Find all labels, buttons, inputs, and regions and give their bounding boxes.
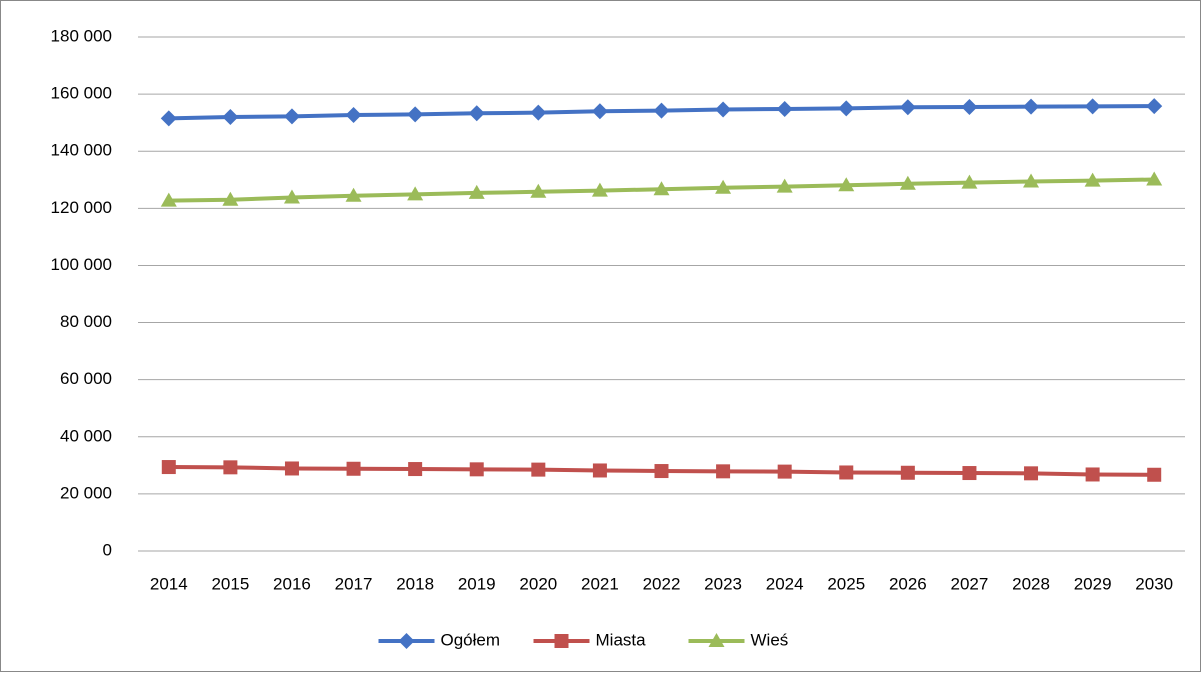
marker	[283, 189, 300, 204]
legend-item: Ogółem	[378, 630, 501, 649]
x-tick-label: 2021	[581, 574, 619, 593]
marker	[838, 100, 855, 117]
y-tick-label: 0	[103, 540, 112, 559]
marker	[715, 101, 732, 118]
y-tick-label: 60 000	[60, 369, 112, 388]
marker	[962, 466, 977, 481]
y-tick-label: 140 000	[51, 141, 112, 160]
x-tick-label: 2024	[766, 574, 804, 593]
marker	[468, 105, 485, 122]
x-tick-label: 2016	[273, 574, 311, 593]
marker	[160, 110, 177, 127]
marker	[899, 175, 916, 190]
marker	[407, 106, 424, 123]
marker	[530, 104, 547, 121]
legend-label: Wieś	[751, 630, 789, 649]
marker	[530, 183, 547, 198]
y-tick-label: 20 000	[60, 483, 112, 502]
x-tick-label: 2018	[396, 574, 434, 593]
marker	[345, 106, 362, 123]
marker	[1024, 466, 1039, 481]
marker	[1084, 172, 1101, 187]
marker	[398, 633, 415, 649]
marker	[1085, 467, 1100, 482]
y-tick-label: 80 000	[60, 312, 112, 331]
y-tick-label: 180 000	[51, 26, 112, 45]
marker	[160, 192, 177, 207]
legend-label: Ogółem	[441, 630, 501, 649]
x-tick-label: 2015	[211, 574, 249, 593]
marker	[591, 182, 608, 197]
legend-item: Wieś	[688, 630, 789, 649]
marker	[708, 633, 725, 647]
marker	[591, 103, 608, 120]
marker	[838, 177, 855, 192]
marker	[899, 99, 916, 116]
marker	[716, 464, 731, 479]
marker	[592, 463, 607, 478]
marker	[283, 108, 300, 125]
marker	[654, 464, 669, 479]
x-tick-label: 2017	[335, 574, 373, 593]
x-tick-label: 2025	[827, 574, 865, 593]
x-tick-label: 2029	[1074, 574, 1112, 593]
marker	[554, 634, 569, 648]
marker	[961, 174, 978, 189]
marker	[1146, 171, 1163, 186]
marker	[1147, 467, 1162, 482]
y-tick-label: 160 000	[51, 84, 112, 103]
marker	[222, 108, 239, 125]
marker	[531, 462, 546, 477]
marker	[469, 462, 484, 477]
marker	[776, 178, 793, 193]
marker	[653, 181, 670, 196]
y-tick-label: 120 000	[51, 198, 112, 217]
legend-label: Miasta	[596, 630, 647, 649]
marker	[223, 460, 238, 475]
x-tick-label: 2020	[519, 574, 557, 593]
marker	[776, 100, 793, 117]
x-tick-label: 2023	[704, 574, 742, 593]
marker	[715, 179, 732, 194]
x-tick-label: 2014	[150, 574, 188, 593]
marker	[345, 187, 362, 202]
marker	[407, 186, 424, 201]
marker	[1146, 98, 1163, 115]
marker	[468, 184, 485, 199]
marker	[839, 465, 854, 480]
marker	[777, 464, 792, 479]
marker	[222, 191, 239, 206]
marker	[1084, 98, 1101, 115]
x-tick-label: 2030	[1135, 574, 1173, 593]
x-tick-label: 2019	[458, 574, 496, 593]
marker	[1023, 98, 1040, 115]
marker	[161, 460, 176, 475]
marker	[961, 98, 978, 115]
marker	[653, 102, 670, 119]
y-tick-label: 40 000	[60, 426, 112, 445]
marker	[346, 461, 361, 476]
y-tick-label: 100 000	[51, 255, 112, 274]
marker	[408, 462, 423, 477]
x-tick-label: 2028	[1012, 574, 1050, 593]
marker	[900, 465, 915, 480]
x-tick-label: 2022	[643, 574, 681, 593]
x-tick-label: 2027	[951, 574, 989, 593]
marker	[1023, 173, 1040, 188]
x-tick-label: 2026	[889, 574, 927, 593]
legend-item: Miasta	[533, 630, 647, 649]
marker	[284, 461, 299, 476]
